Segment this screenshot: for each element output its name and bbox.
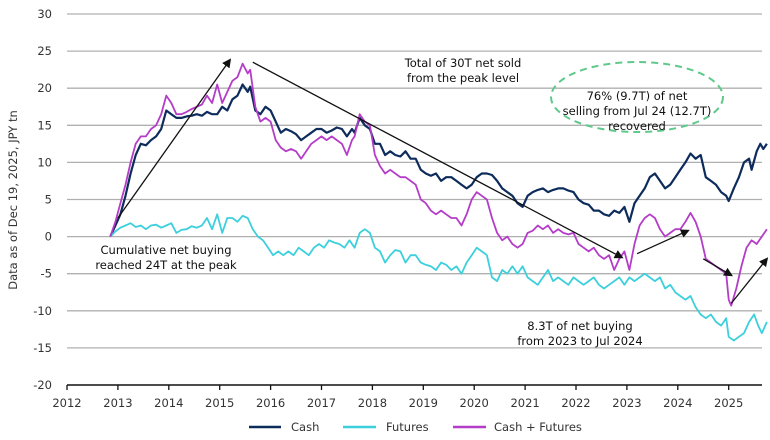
y-axis-ticks: 30 25 20 15 10 5 0 -5 -10 -15 -20 — [33, 7, 52, 392]
x-tick-label: 2014 — [154, 396, 183, 410]
x-tick-label: 2021 — [510, 396, 539, 410]
annotation-peak-buying-line-2: reached 24T at the peak — [95, 258, 237, 272]
x-axis: 2012 2013 2014 2015 2016 2017 2018 2019 2020 2021… — [52, 384, 762, 410]
y-tick-label: 10 — [37, 155, 52, 169]
annotation-peak-buying-line-1: Cumulative net buying — [101, 243, 232, 257]
y-tick-label: 0 — [45, 230, 52, 244]
x-tick-label: 2020 — [460, 396, 489, 410]
annotation-total-sold-line-1: Total of 30T net sold — [404, 56, 522, 70]
x-tick-label: 2018 — [358, 396, 387, 410]
y-tick-label: -10 — [33, 304, 52, 318]
x-tick-label: 2023 — [612, 396, 641, 410]
legend-item-futures[interactable]: Futures — [343, 420, 429, 434]
arrows-layer — [117, 58, 769, 304]
arrow-selling-jul-2024 — [702, 258, 733, 277]
legend-label-futures: Futures — [386, 420, 429, 434]
series-line-cash-futures — [109, 62, 768, 307]
y-tick-label: 30 — [37, 7, 52, 21]
annotation-buying-2023-line-2: from 2023 to Jul 2024 — [517, 334, 642, 348]
annotation-buying-2023-line-1: 8.3T of net buying — [527, 319, 632, 333]
x-tick-label: 2024 — [663, 396, 692, 410]
annotation-total-sold-line-2: from the peak level — [407, 71, 519, 85]
y-tick-label: -20 — [33, 378, 52, 392]
x-tick-label: 2025 — [714, 396, 743, 410]
legend: Cash Futures Cash + Futures — [249, 420, 582, 434]
annotation-recovered: 76% (9.7T) of net selling from Jul 24 (1… — [563, 89, 712, 133]
x-tick-label: 2013 — [103, 396, 132, 410]
y-tick-label: -5 — [41, 267, 52, 281]
series-line-cash — [109, 83, 768, 238]
y-tick-label: 15 — [37, 118, 52, 132]
annotation-peak-buying: Cumulative net buying reached 24T at the… — [95, 243, 237, 272]
recovered-ellipse — [550, 61, 724, 133]
annotation-recovered-line-2: selling from Jul 24 (12.7T) — [563, 104, 712, 118]
series-line-futures — [109, 213, 768, 342]
x-tick-label: 2015 — [205, 396, 234, 410]
arrow-buying-2023-2024 — [636, 229, 690, 255]
annotation-recovered-line-1: 76% (9.7T) of net — [587, 89, 688, 103]
x-tick-label: 2022 — [561, 396, 590, 410]
x-tick-label: 2019 — [409, 396, 438, 410]
y-tick-label: 25 — [37, 44, 52, 58]
y-axis-title: Data as of Dec 19, 2025, JPY tn — [6, 110, 20, 290]
arrow-recovery-2025 — [730, 257, 769, 304]
series-layer — [109, 62, 768, 342]
annotation-buying-2023: 8.3T of net buying from 2023 to Jul 2024 — [517, 319, 642, 348]
y-tick-label: -15 — [33, 341, 52, 355]
legend-item-cash[interactable]: Cash — [249, 420, 319, 434]
y-tick-label: 20 — [37, 81, 52, 95]
x-tick-label: 2017 — [307, 396, 336, 410]
x-tick-label: 2016 — [256, 396, 285, 410]
arrow-rise-to-peak — [117, 58, 232, 219]
annotation-recovered-line-3: recovered — [608, 119, 666, 133]
y-tick-label: 5 — [45, 193, 52, 207]
legend-label-cash: Cash — [291, 420, 319, 434]
arrow-decline-from-peak — [252, 61, 624, 259]
annotation-total-sold: Total of 30T net sold from the peak leve… — [404, 56, 522, 85]
legend-label-cash-futures: Cash + Futures — [494, 420, 582, 434]
legend-item-cash-futures[interactable]: Cash + Futures — [453, 420, 582, 434]
x-tick-label: 2012 — [52, 396, 81, 410]
